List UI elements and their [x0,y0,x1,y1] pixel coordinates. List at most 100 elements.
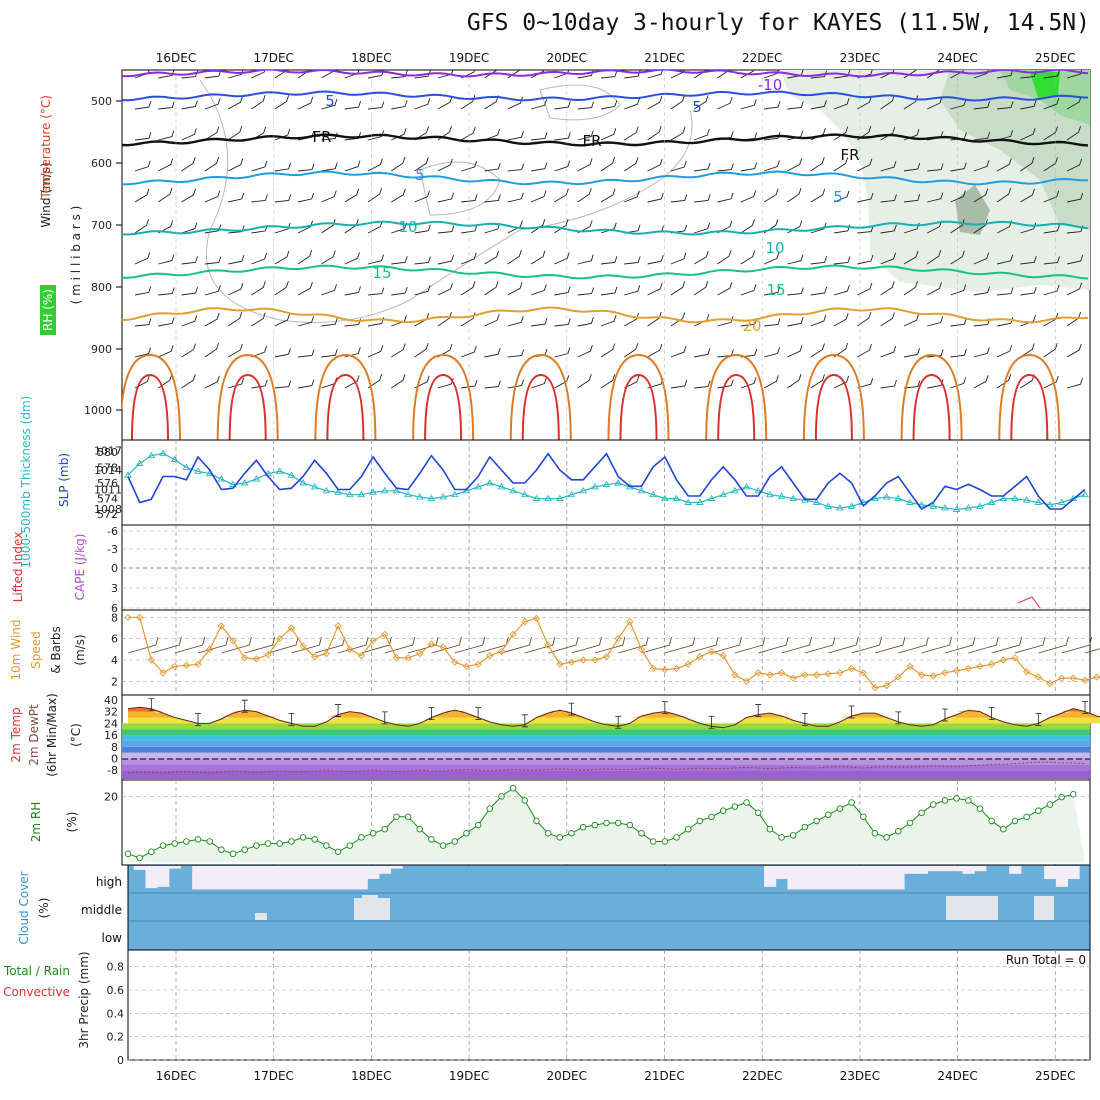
wind-barb [880,312,895,327]
isotherm-25 [705,353,768,440]
wind10m-point [626,617,634,626]
wind-barb [297,96,314,110]
wind-barb [1066,378,1083,389]
minmax-bar [941,708,948,722]
wind10m-barb [711,636,742,654]
date-label-top: 20DEC [547,51,587,65]
rh2m-point [264,840,272,847]
cloud-high-gap [787,866,800,890]
wind10m-point [194,660,202,668]
temperature-band [122,735,1090,741]
thickness-point [952,505,961,512]
rh2m-point [334,848,342,855]
thickness-point [754,486,763,494]
pressure-tick-label: 600 [91,157,112,170]
rh2m-point [276,840,283,847]
thickness-point [661,494,669,502]
thickness-point [1022,496,1031,503]
upper-air-day-lines [175,70,1056,440]
li-tick-label: 6 [111,602,118,615]
rh2m-point [626,821,634,829]
wind10m-point [614,635,622,643]
wind-barb [391,128,407,141]
temperature-tick-label: -8 [107,764,118,777]
upper-air-panel: -10 5 5 FR FR FR 5 5 10 10 15 15 20 500 600 700 800 900 1… [39,69,1100,441]
wind-barb [181,157,196,172]
wind-barb [927,192,944,203]
wind-barb [833,70,851,79]
wind-barb [321,99,338,110]
thickness-point [415,493,424,500]
thickness-point [696,498,704,505]
wind-barb [670,252,687,265]
wind-barb [997,101,1014,110]
wind10m-point [147,656,155,664]
wind10m-barb [991,636,1023,654]
wind10m-point [1046,679,1054,688]
wind-barb [274,281,289,296]
wind-barb [228,192,245,203]
wind-barb [227,125,243,141]
date-label-top: 17DEC [253,51,293,65]
wind-barb [1090,346,1100,357]
date-label-bottom: 24DEC [937,1069,977,1083]
wind-barb [787,254,804,265]
cloud-high-gap [332,866,345,890]
rh2m-point [159,842,167,849]
wind-barb [740,219,755,234]
thickness-point [450,490,459,498]
cloud-high-gap [262,866,275,890]
wind-barb [903,281,918,296]
thickness-point [159,449,167,456]
wind10m-point [812,671,821,679]
minmax-bar [428,707,435,720]
wind-barb [297,282,313,296]
cloud-high-gap [1055,866,1068,887]
wind10m-point [556,660,564,668]
rh2m-point [136,854,143,862]
thickness-point [147,451,156,459]
wind-barb [204,126,220,141]
wind-barb [600,128,617,141]
wind-barb [693,95,709,110]
cloud-high-gap [915,866,928,874]
wind-barb [414,190,430,203]
date-label-top: 24DEC [937,51,977,65]
isotherm-25 [998,353,1061,440]
wind10m-point [684,660,692,668]
wind-barb [344,375,360,389]
wind-barb [367,345,384,358]
wind10m-point [322,649,331,658]
minmax-bar [521,714,528,728]
rh2m-point [813,817,820,825]
wind-barb [134,188,150,203]
rh2m-point [684,825,692,833]
wind-barb [228,225,245,234]
wind-barb [577,158,593,172]
temperature-axis-label: Temperature (°C) [39,95,53,200]
date-label-top: 18DEC [351,51,391,65]
wind10m-point [987,660,996,668]
wind-barb [857,311,872,327]
thickness-point [404,490,412,498]
wind-barb [600,188,616,203]
wind-barb [973,286,991,296]
rh2m-point [1058,793,1065,801]
wind-barb [880,126,896,141]
wind-barb [694,380,711,389]
wind-barb [298,379,315,389]
wind-barb [1066,344,1082,358]
cloud-high-gap [297,866,310,890]
wind-barb [740,70,755,79]
wind10m-point [287,624,296,632]
wind-barb [903,314,920,327]
minmax-bar [801,712,808,726]
cloud-high-gap [939,866,952,872]
rh2m-point [848,799,855,806]
wind-barb [950,162,967,172]
wind10m-point [206,645,214,653]
wind-barb [810,343,825,358]
wind-barb [1066,192,1084,203]
wind10m-barb [828,636,859,654]
wind-barb [1043,224,1060,234]
